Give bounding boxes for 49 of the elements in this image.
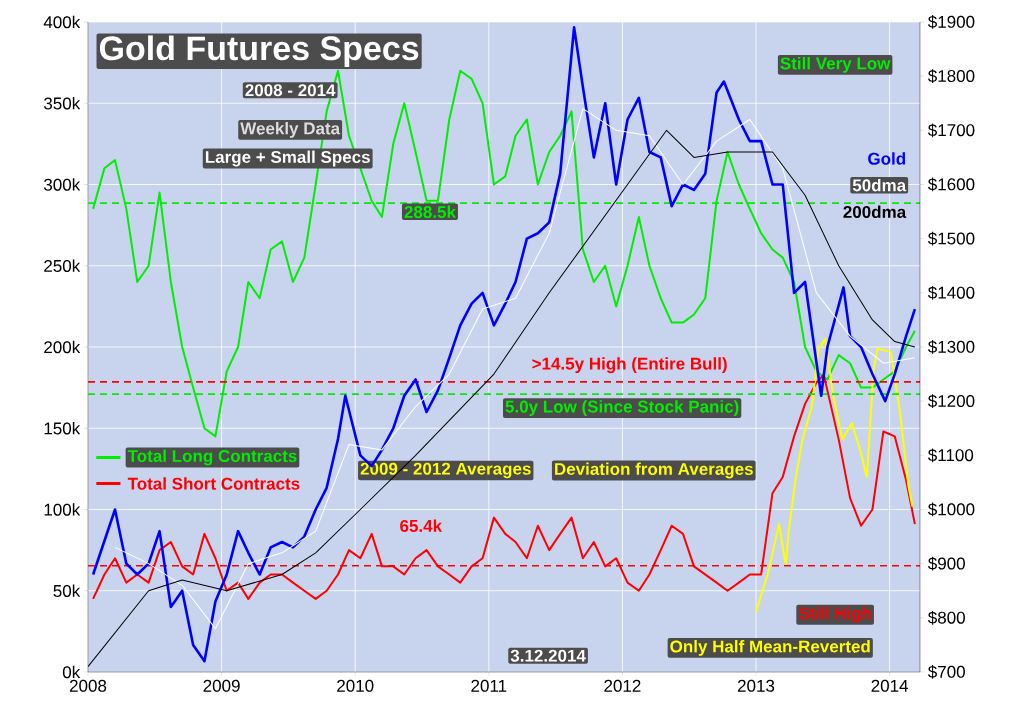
ref-line-label: 5.0y Low (Since Stock Panic): [505, 400, 739, 417]
y2-tick-label: $900: [927, 556, 965, 571]
y2-tick-label: $1100: [927, 448, 974, 463]
y-tick-label: 200k: [44, 340, 81, 354]
x-tick-label: 2009: [203, 679, 240, 692]
y2-tick-label: $1600: [927, 177, 975, 192]
annotation: Weekly Data: [240, 121, 341, 138]
x-tick-label: 2014: [871, 679, 909, 692]
y-tick-label: 350k: [43, 97, 81, 110]
ref-line-label: 65.4k: [400, 519, 443, 532]
y2-tick-label: $1500: [927, 231, 975, 246]
x-tick-label: 2012: [604, 679, 641, 692]
y2-tick-label: $1800: [927, 69, 975, 84]
y2-tick-label: $1200: [927, 394, 975, 409]
legend-label: Total Short Contracts: [127, 477, 300, 490]
y2-tick-label: $1900: [927, 15, 975, 29]
text: 50dma: [852, 178, 907, 192]
legend-label: Total Long Contracts: [127, 449, 297, 466]
ref-line-label: 288.5k: [404, 205, 456, 219]
annotation: Still High: [798, 606, 871, 623]
x-tick-label: 2013: [737, 679, 775, 692]
annotation: 2009 - 2012 Averages: [360, 462, 531, 479]
annotation: Large + Small Specs: [205, 150, 370, 167]
annotation: Deviation from Averages: [555, 462, 753, 479]
y2-tick-label: $1700: [927, 123, 975, 138]
ref-line-label: >14.5y High (Entire Bull): [532, 357, 727, 374]
y2-tick-label: $1400: [927, 285, 975, 300]
annotation: Only Half Mean-Reverted: [670, 640, 870, 656]
y2-tick-label: $700: [927, 665, 965, 679]
y-tick-label: 400k: [43, 15, 81, 29]
y-tick-label: 100k: [44, 503, 81, 516]
y2-tick-label: $1000: [927, 502, 975, 517]
y-tick-label: 250k: [44, 259, 81, 272]
x-tick-label: 2008: [69, 679, 107, 692]
annotation: Still Very Low: [780, 56, 891, 73]
text: 2008 - 2014: [245, 84, 336, 97]
y2-tick-label: $800: [927, 610, 965, 625]
annotation: 3.12.2014: [510, 649, 586, 662]
y2-tick-label: $1300: [927, 340, 975, 354]
y-tick-label: 300k: [43, 178, 81, 191]
x-tick-label: 2010: [337, 679, 374, 692]
y-tick-label: 0k: [62, 665, 81, 679]
chart-title: Gold Futures Specs: [99, 35, 419, 68]
y-tick-label: 150k: [44, 422, 81, 435]
line-series: [91, 26, 917, 663]
y-tick-label: 50k: [53, 584, 81, 597]
text: Gold: [868, 152, 906, 165]
series-label: 200dma: [843, 205, 907, 219]
x-tick-label: 2011: [471, 679, 507, 692]
